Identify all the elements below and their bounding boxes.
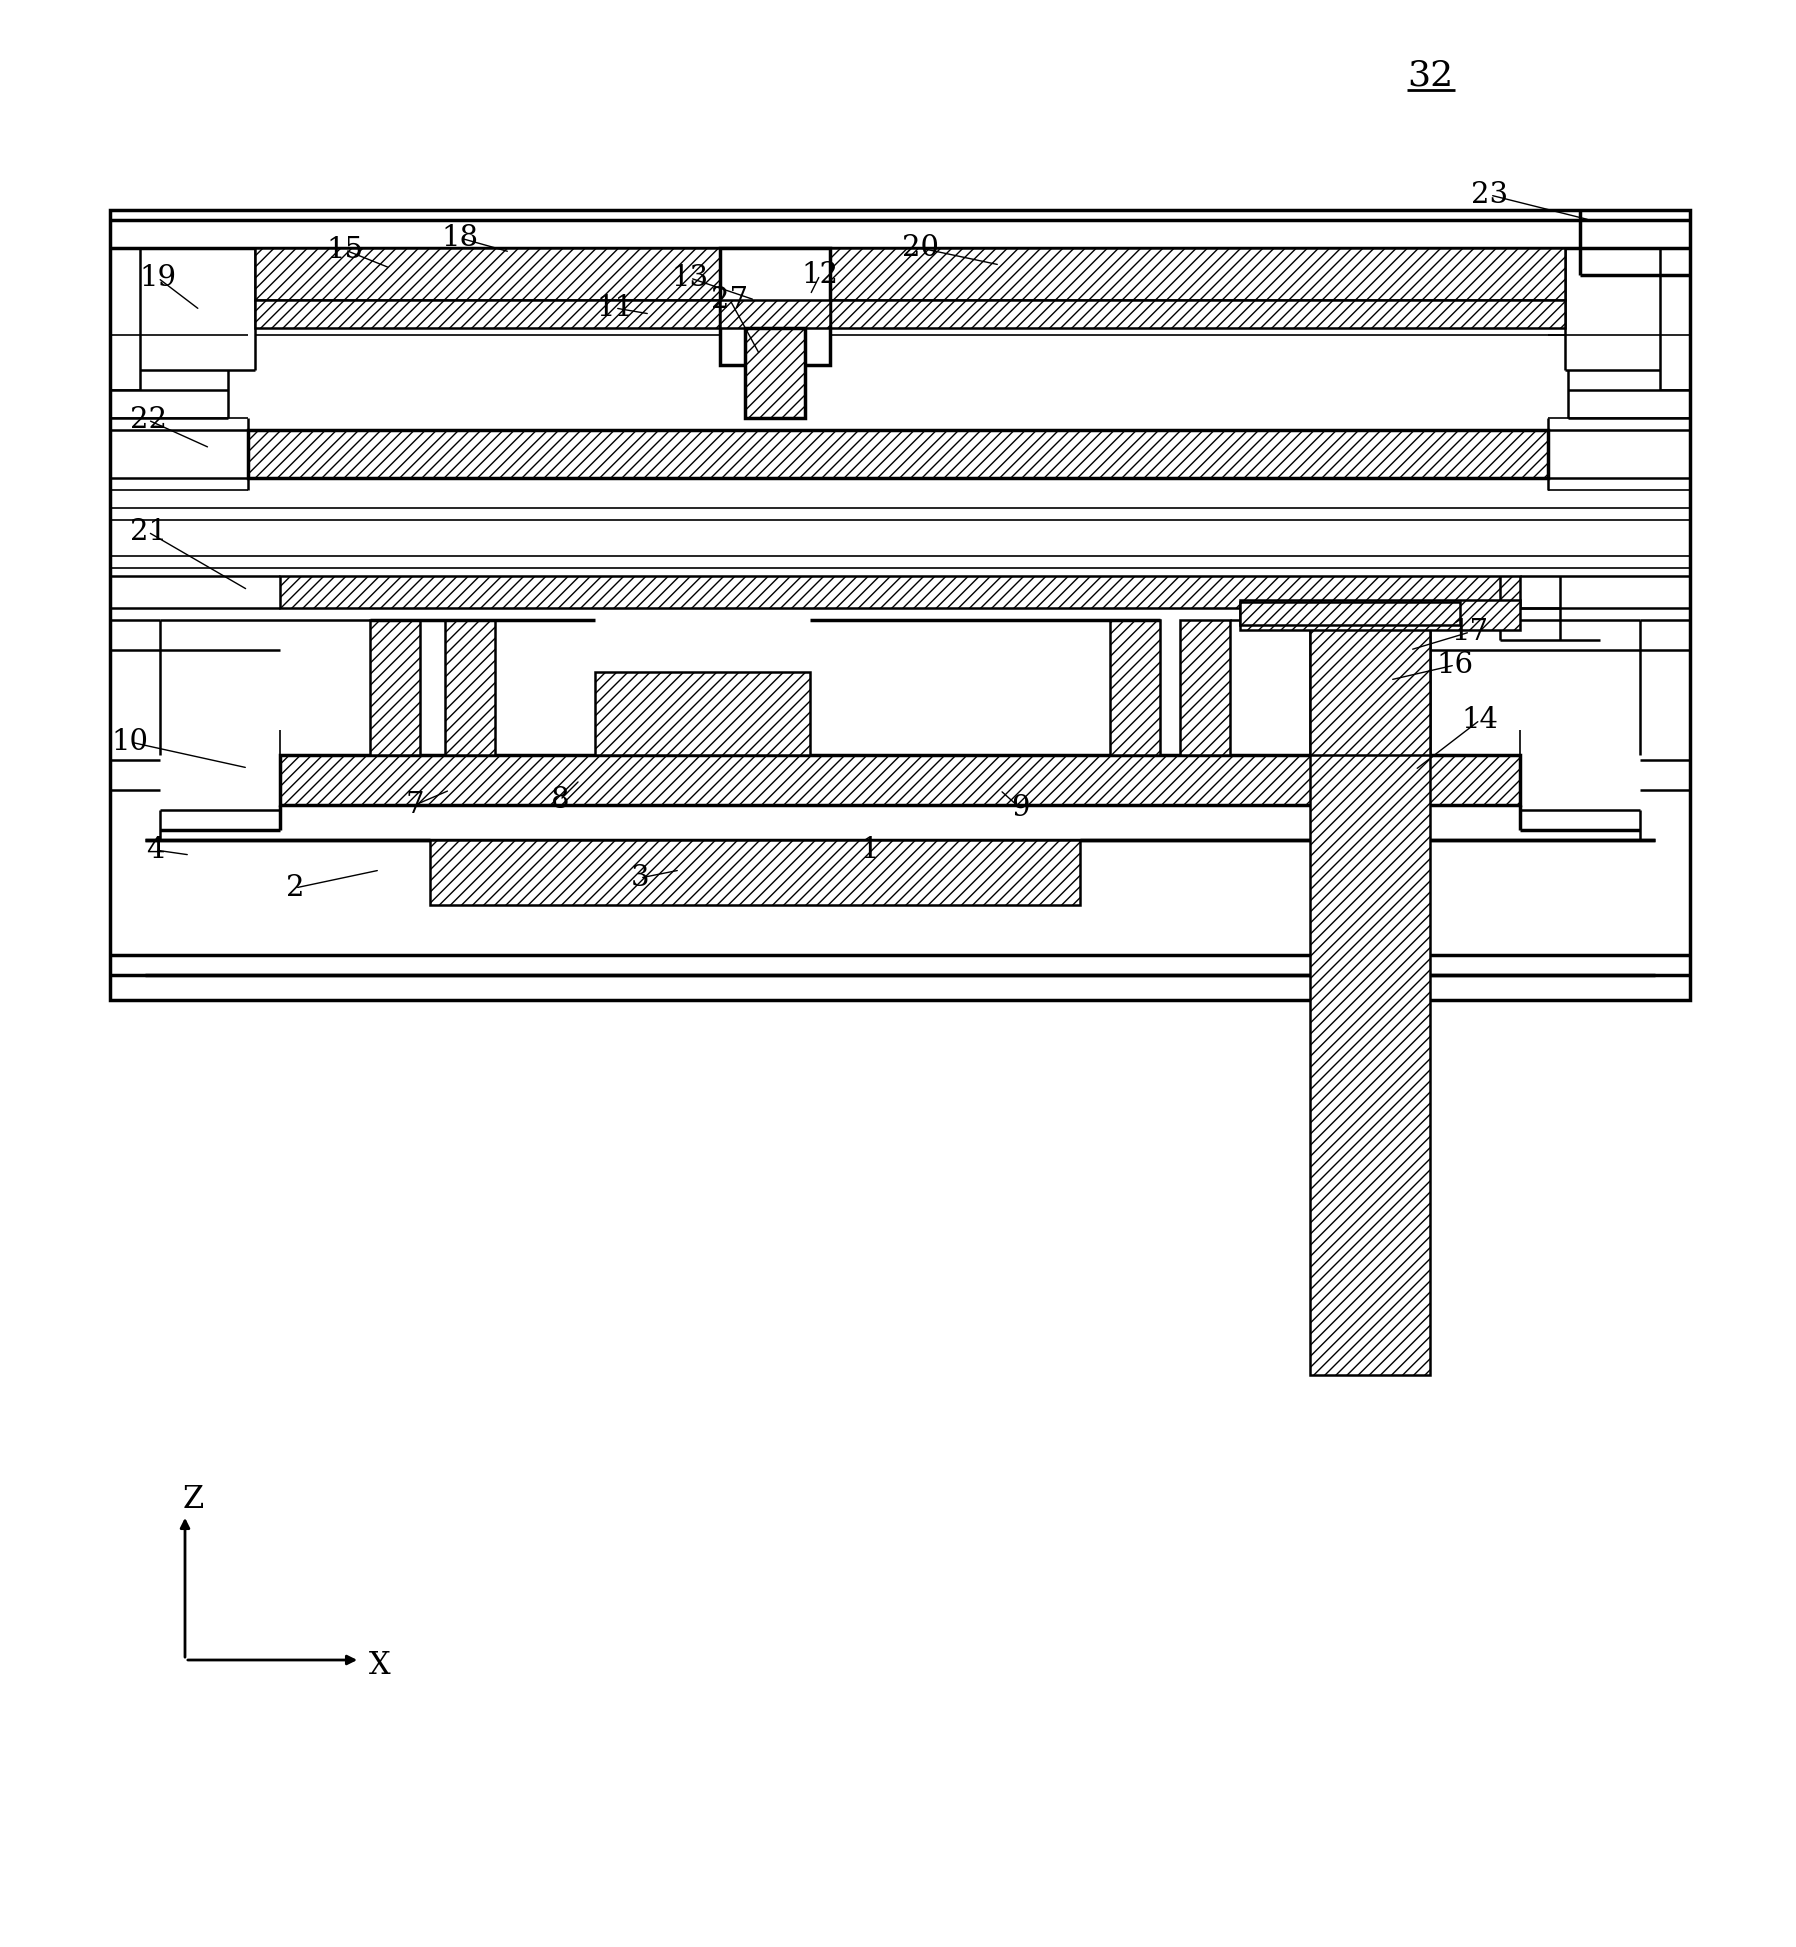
Bar xyxy=(1110,619,1160,755)
Text: X: X xyxy=(370,1649,392,1680)
Text: 16: 16 xyxy=(1437,650,1473,680)
Bar xyxy=(1239,602,1460,625)
Text: 11: 11 xyxy=(596,294,634,321)
Bar xyxy=(429,839,1079,905)
Text: 17: 17 xyxy=(1451,617,1489,646)
Text: 13: 13 xyxy=(672,265,709,292)
Bar xyxy=(110,210,1690,1001)
Text: 22: 22 xyxy=(129,407,167,434)
Bar xyxy=(745,327,805,419)
Bar xyxy=(720,247,830,364)
Bar xyxy=(1239,600,1519,631)
Text: 4: 4 xyxy=(145,835,163,864)
Bar xyxy=(255,247,720,300)
Bar xyxy=(445,619,496,755)
Text: 3: 3 xyxy=(630,864,650,892)
Bar xyxy=(370,619,420,755)
Text: 14: 14 xyxy=(1462,707,1498,734)
Bar xyxy=(1309,619,1430,755)
Text: 23: 23 xyxy=(1471,181,1509,208)
Text: 9: 9 xyxy=(1011,794,1029,822)
Bar xyxy=(1309,619,1430,1375)
Text: 18: 18 xyxy=(442,224,478,251)
Bar xyxy=(830,247,1564,300)
Bar xyxy=(248,430,1548,479)
Text: Z: Z xyxy=(183,1484,203,1515)
Bar xyxy=(1180,619,1230,755)
Text: 2: 2 xyxy=(286,874,304,901)
Text: 1: 1 xyxy=(860,835,880,864)
Text: 20: 20 xyxy=(902,234,939,263)
Text: 27: 27 xyxy=(711,286,749,313)
Text: 15: 15 xyxy=(327,236,363,265)
Text: 19: 19 xyxy=(140,265,176,292)
Text: 7: 7 xyxy=(406,790,424,820)
Bar xyxy=(255,300,1564,327)
Bar xyxy=(720,300,830,327)
Bar xyxy=(280,755,1519,804)
Text: 12: 12 xyxy=(801,261,839,288)
Bar xyxy=(594,672,810,755)
Text: 10: 10 xyxy=(111,728,149,755)
Text: 21: 21 xyxy=(129,518,167,545)
Text: 32: 32 xyxy=(1406,58,1453,92)
Bar xyxy=(280,576,1519,607)
Text: 8: 8 xyxy=(551,787,569,814)
